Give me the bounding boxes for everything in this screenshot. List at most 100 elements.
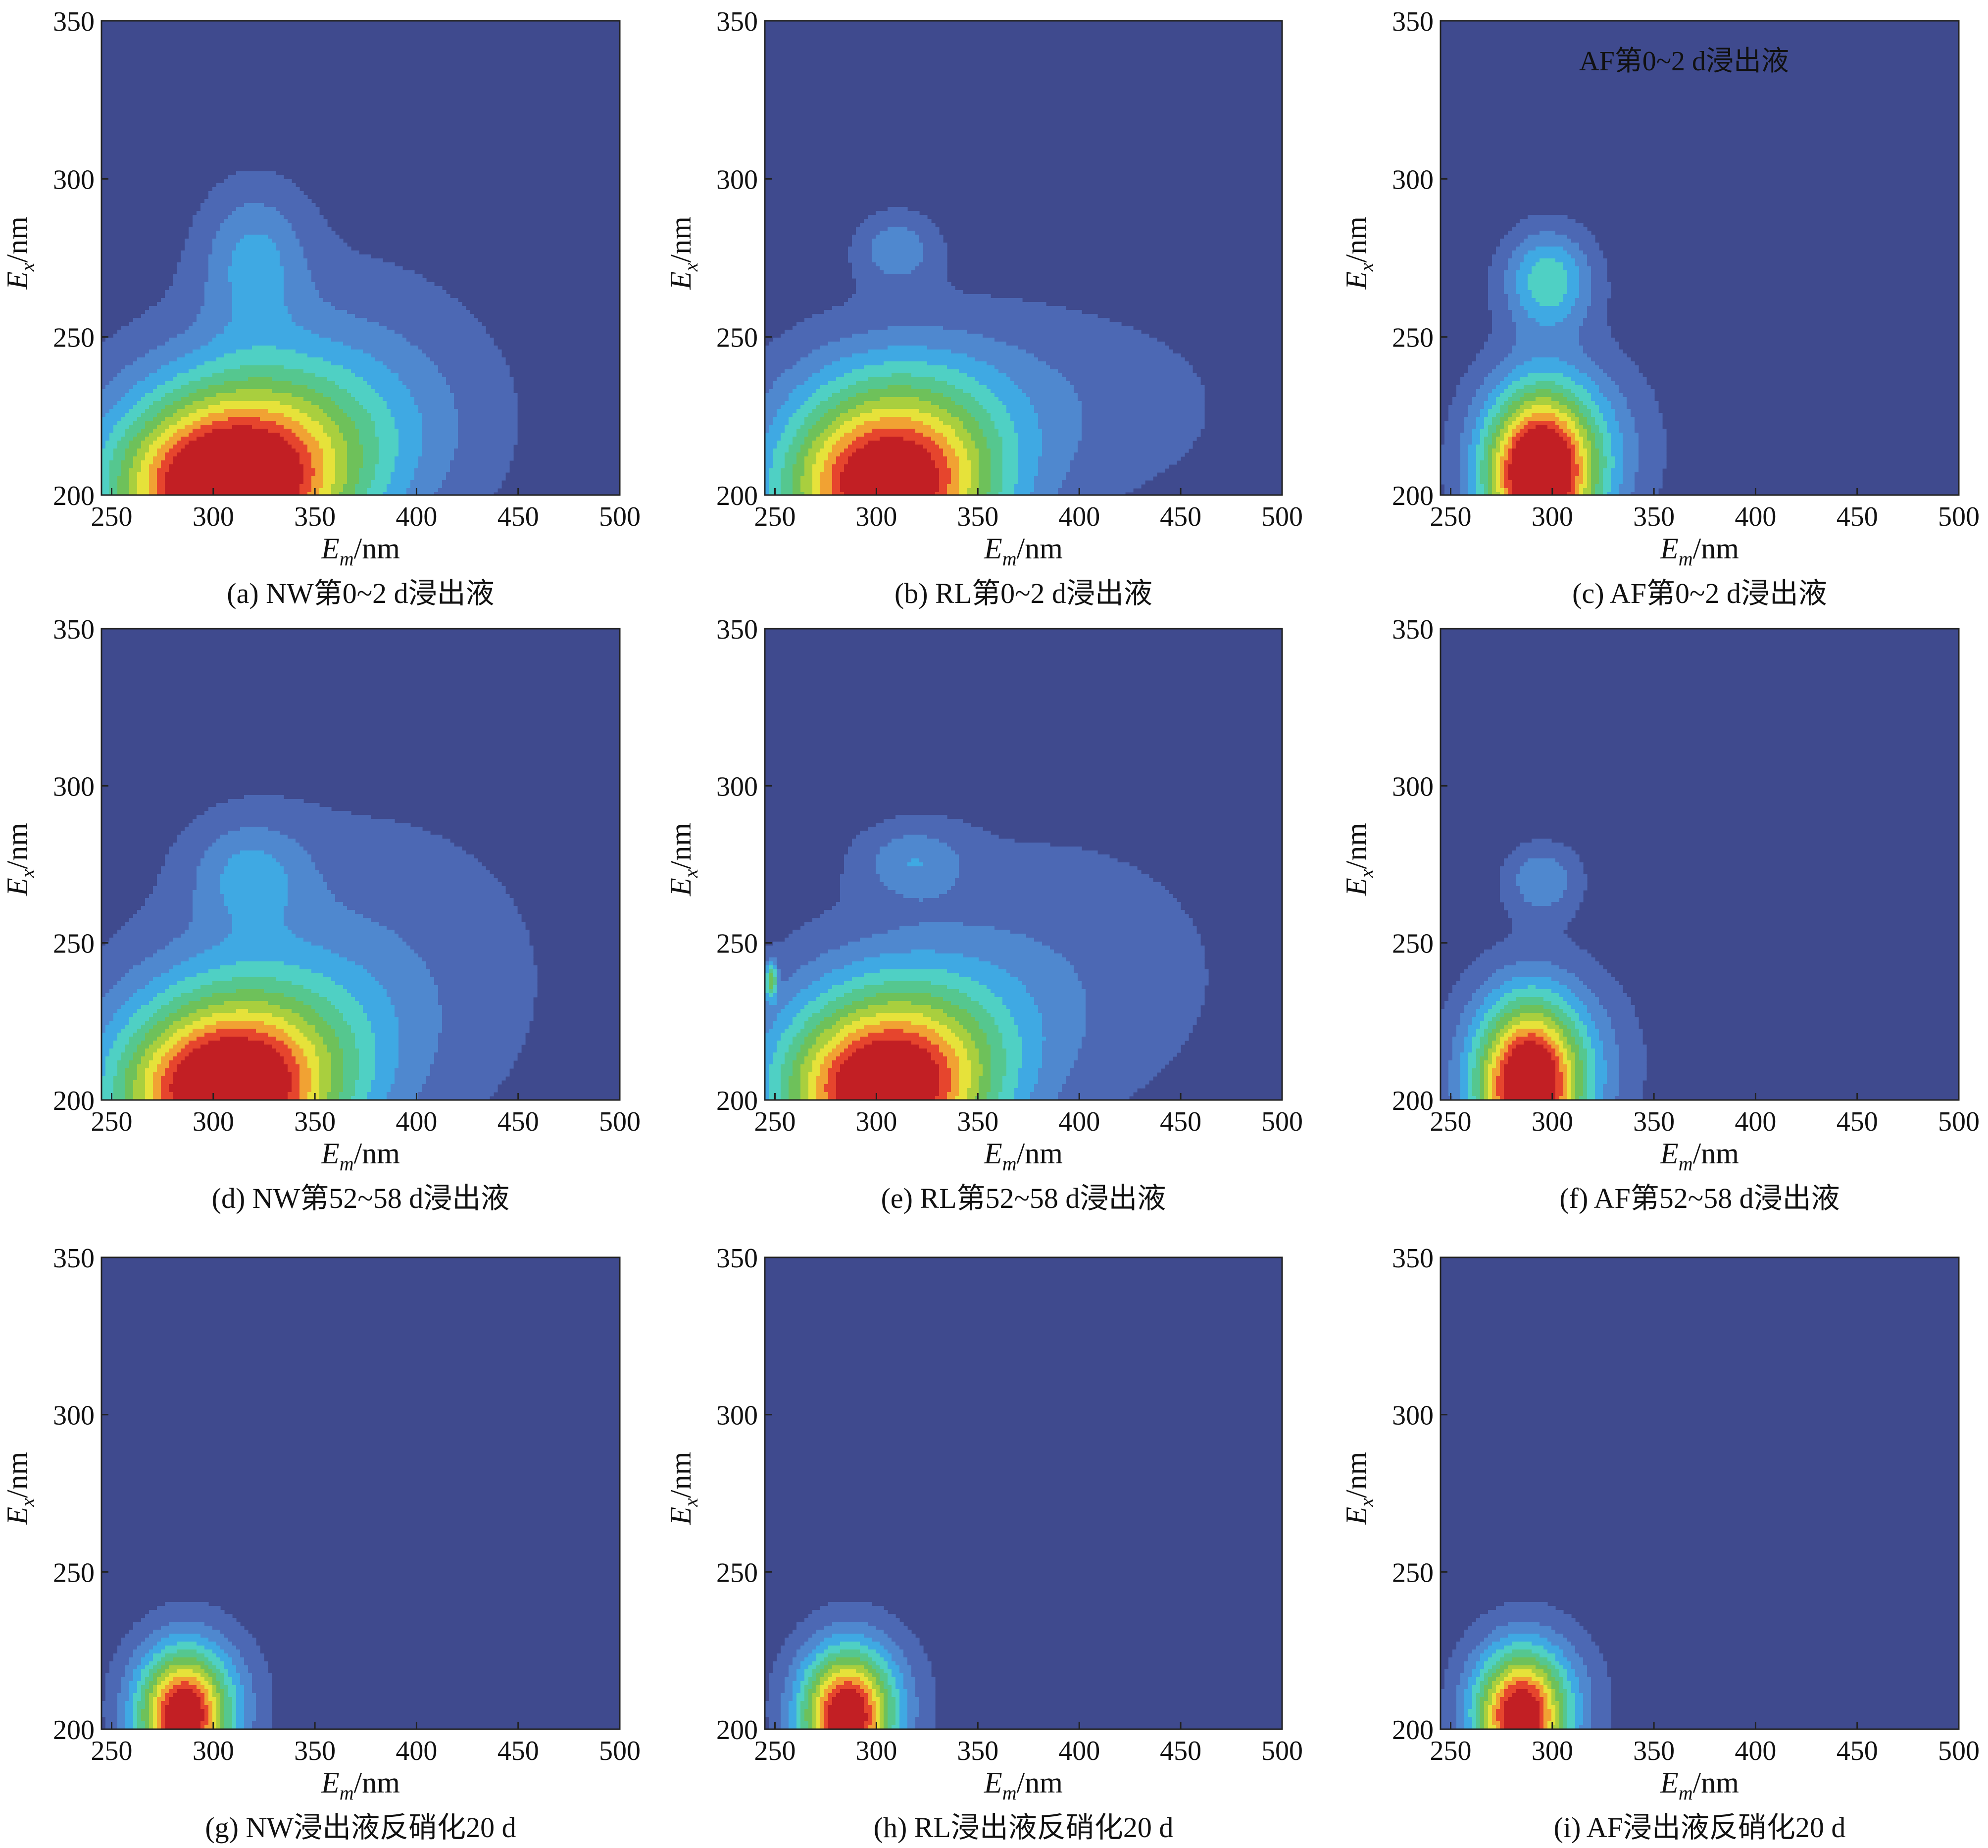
- contour-cell: [284, 223, 288, 227]
- contour-cell: [509, 405, 514, 409]
- contour-cell: [113, 405, 118, 409]
- contour-cell: [446, 318, 450, 322]
- contour-cell: [307, 437, 312, 441]
- contour-cell: [232, 254, 237, 259]
- contour-cell: [193, 429, 197, 433]
- contour-cell: [272, 330, 276, 334]
- contour-cell: [177, 373, 181, 378]
- contour-cell: [204, 385, 209, 390]
- contour-cell: [292, 286, 296, 291]
- contour-cell: [474, 326, 478, 330]
- contour-cell: [446, 330, 450, 334]
- contour-cell: [470, 397, 474, 401]
- contour-cell: [244, 223, 248, 227]
- contour-cell: [189, 330, 193, 334]
- contour-cell: [383, 266, 387, 271]
- contour-cell: [248, 393, 252, 398]
- contour-cell: [264, 389, 268, 394]
- contour-cell: [181, 290, 185, 295]
- contour-cell: [228, 326, 233, 330]
- contour-cell: [220, 338, 225, 342]
- contour-cell: [343, 425, 348, 429]
- contour-cell: [252, 231, 256, 235]
- contour-cell: [137, 413, 142, 417]
- contour-cell: [252, 338, 256, 342]
- contour-cell: [169, 369, 173, 374]
- contour-cell: [133, 417, 138, 421]
- contour-cell: [117, 381, 122, 386]
- contour-cell: [387, 417, 391, 421]
- contour-cell: [466, 377, 470, 382]
- contour-cell: [161, 433, 165, 437]
- contour-cell: [339, 247, 344, 251]
- contour-cell: [414, 377, 419, 382]
- contour-cell: [319, 235, 324, 239]
- contour-cell: [379, 326, 383, 330]
- contour-cell: [220, 254, 225, 259]
- contour-cell: [422, 409, 427, 413]
- contour-cell: [212, 302, 217, 306]
- contour-cell: [197, 223, 201, 227]
- contour-cell: [284, 239, 288, 243]
- contour-cell: [446, 377, 450, 382]
- contour-cell: [137, 385, 142, 390]
- contour-cell: [268, 346, 272, 350]
- contour-cell: [299, 413, 304, 417]
- contour-cell: [418, 433, 423, 437]
- contour-cell: [212, 334, 217, 338]
- contour-cell: [462, 369, 466, 374]
- contour-cell: [299, 215, 304, 219]
- contour-cell: [501, 417, 506, 421]
- contour-cell: [379, 381, 383, 386]
- contour-cell: [228, 254, 233, 259]
- contour-cell: [216, 310, 221, 314]
- contour-cell: [244, 334, 248, 338]
- contour-cell: [197, 365, 201, 370]
- contour-cell: [474, 318, 478, 322]
- contour-cell: [149, 314, 153, 318]
- contour-cell: [383, 437, 387, 441]
- contour-cell: [113, 334, 118, 338]
- contour-cell: [470, 314, 474, 318]
- contour-cell: [486, 441, 490, 445]
- contour-cell: [351, 338, 355, 342]
- contour-cell: [303, 338, 308, 342]
- contour-cell: [474, 429, 478, 433]
- contour-cell: [153, 441, 157, 445]
- contour-cell: [311, 322, 316, 326]
- contour-cell: [232, 250, 237, 255]
- contour-cell: [410, 306, 415, 310]
- contour-cell: [474, 381, 478, 386]
- contour-cell: [197, 357, 201, 362]
- contour-cell: [109, 369, 114, 374]
- contour-cell: [387, 298, 391, 302]
- contour-cell: [311, 409, 316, 413]
- contour-cell: [454, 373, 458, 378]
- contour-cell: [315, 270, 320, 275]
- contour-cell: [200, 405, 205, 409]
- contour-cell: [109, 413, 114, 417]
- contour-cell: [220, 215, 225, 219]
- contour-cell: [426, 397, 431, 401]
- contour-cell: [153, 409, 157, 413]
- contour-cell: [189, 326, 193, 330]
- contour-cell: [426, 369, 431, 374]
- contour-cell: [288, 326, 292, 330]
- contour-cell: [343, 397, 348, 401]
- contour-cell: [260, 306, 264, 310]
- contour-cell: [367, 334, 371, 338]
- contour-cell: [319, 338, 324, 342]
- contour-cell: [153, 421, 157, 425]
- contour-cell: [462, 318, 466, 322]
- contour-cell: [331, 314, 336, 318]
- contour-cell: [169, 357, 173, 362]
- contour-cell: [307, 385, 312, 390]
- contour-cell: [351, 290, 355, 295]
- contour-cell: [280, 247, 284, 251]
- contour-cell: [216, 342, 221, 346]
- contour-cell: [288, 361, 292, 366]
- contour-cell: [133, 413, 138, 417]
- contour-cell: [185, 357, 189, 362]
- contour-cell: [339, 393, 344, 398]
- contour-cell: [482, 338, 486, 342]
